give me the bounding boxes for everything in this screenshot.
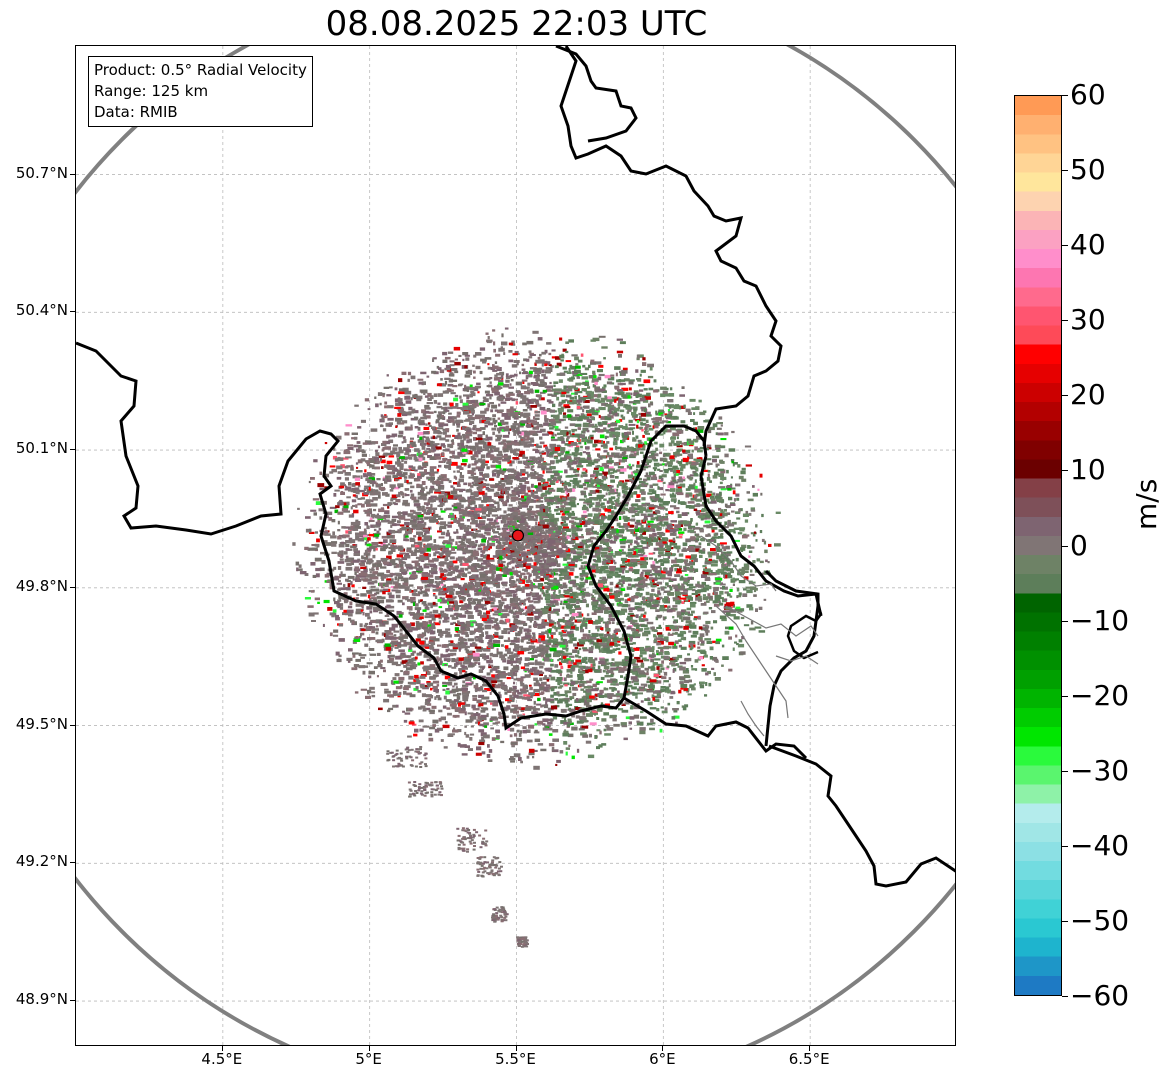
border-palatinate <box>786 605 823 660</box>
border-germany-east <box>559 46 783 447</box>
country-borders <box>76 46 955 888</box>
colorbar-tick-mark <box>1062 996 1068 997</box>
lon-tick-mark <box>515 1046 517 1051</box>
colorbar-tick-label: 0 <box>1070 528 1088 562</box>
lat-tick-label: 50.1°N <box>15 439 68 458</box>
lon-tick-label: 6.5°E <box>788 1050 830 1068</box>
radar-site-marker <box>511 529 525 542</box>
border-france-germany-se <box>768 744 955 888</box>
data-source-label: Data: RMIB <box>94 103 178 121</box>
lon-tick-mark <box>809 1046 811 1051</box>
lat-tick-mark <box>70 1000 75 1002</box>
range-label: Range: 125 km <box>94 82 209 100</box>
colorbar-tick-label: −30 <box>1070 753 1130 787</box>
border-luxembourg-south <box>623 696 808 760</box>
lon-tick-mark <box>368 1046 370 1051</box>
lat-tick-label: 49.2°N <box>15 852 68 871</box>
colorbar-tick-label: 50 <box>1070 153 1106 187</box>
border-germany-north <box>555 46 638 143</box>
product-label: Product: 0.5° Radial Velocity <box>94 61 307 79</box>
colorbar-tick-mark <box>1062 845 1068 847</box>
colorbar-unit-label: m/s <box>1130 478 1163 530</box>
lat-tick-label: 50.7°N <box>15 163 68 182</box>
velocity-echo-field <box>292 327 781 948</box>
lat-tick-label: 48.9°N <box>15 990 68 1009</box>
lat-tick-label: 49.8°N <box>15 576 68 595</box>
product-info-box: Product: 0.5° Radial Velocity Range: 125… <box>88 56 313 127</box>
colorbar-tick-mark <box>1062 395 1068 397</box>
colorbar-tick-mark <box>1062 770 1068 772</box>
lat-tick-mark <box>70 586 75 588</box>
colorbar-tick-mark <box>1062 95 1068 96</box>
lon-tick-label: 4.5°E <box>201 1050 243 1068</box>
lon-tick-mark <box>221 1046 223 1051</box>
radar-map-canvas[interactable] <box>76 46 956 1046</box>
border-germany-saar <box>764 605 820 747</box>
colorbar-tick-mark <box>1062 470 1068 472</box>
lat-tick-mark <box>70 724 75 726</box>
lon-tick-label: 6°E <box>649 1050 676 1068</box>
lat-tick-label: 49.5°N <box>15 714 68 733</box>
colorbar-tick-label: −50 <box>1070 903 1130 937</box>
lat-tick-label: 50.4°N <box>15 301 68 320</box>
border-belgium-france-west <box>76 341 708 731</box>
colorbar-tick-label: −10 <box>1070 603 1130 637</box>
velocity-colorbar <box>1014 95 1062 996</box>
colorbar-tick-label: −20 <box>1070 678 1130 712</box>
colorbar-tick-mark <box>1062 245 1068 247</box>
colorbar-tick-label: 40 <box>1070 228 1106 262</box>
admin-boundaries <box>700 535 819 737</box>
colorbar-tick-mark <box>1062 170 1068 172</box>
map-title: 08.08.2025 22:03 UTC <box>325 4 708 44</box>
colorbar-tick-label: 30 <box>1070 303 1106 337</box>
radar-map[interactable]: Product: 0.5° Radial Velocity Range: 125… <box>75 45 956 1046</box>
colorbar-tick-label: −60 <box>1070 979 1130 1012</box>
lat-tick-mark <box>70 862 75 864</box>
colorbar-tick-label: 20 <box>1070 378 1106 412</box>
lat-tick-mark <box>70 449 75 451</box>
colorbar-tick-label: 10 <box>1070 453 1106 487</box>
colorbar-tick-mark <box>1062 920 1068 922</box>
lon-tick-mark <box>662 1046 664 1051</box>
colorbar-tick-mark <box>1062 620 1068 622</box>
border-luxembourg-west <box>699 455 823 617</box>
colorbar-tick-label: −40 <box>1070 828 1130 862</box>
border-saarland <box>764 569 820 606</box>
colorbar-tick-mark <box>1062 695 1068 697</box>
lon-tick-label: 5°E <box>355 1050 382 1068</box>
colorbar-tick-mark <box>1062 545 1068 547</box>
lat-tick-mark <box>70 173 75 175</box>
lon-tick-label: 5.5°E <box>495 1050 536 1068</box>
colorbar-tick-mark <box>1062 320 1068 322</box>
colorbar-tick-label: 60 <box>1070 78 1106 111</box>
lat-tick-mark <box>70 311 75 313</box>
